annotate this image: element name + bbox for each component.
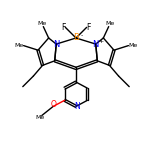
Text: N: N <box>75 102 80 111</box>
Text: Me: Me <box>14 43 24 48</box>
Text: Me: Me <box>128 43 138 48</box>
Text: +: + <box>98 39 104 44</box>
Text: Me: Me <box>106 21 115 26</box>
Text: O: O <box>50 100 56 109</box>
Text: F: F <box>86 23 90 32</box>
Text: F: F <box>62 23 66 32</box>
Text: Me: Me <box>36 115 45 119</box>
Text: -: - <box>80 33 82 38</box>
Text: N: N <box>93 40 99 49</box>
Text: N: N <box>53 40 59 49</box>
Text: Me: Me <box>37 21 46 26</box>
Text: B: B <box>73 33 79 43</box>
